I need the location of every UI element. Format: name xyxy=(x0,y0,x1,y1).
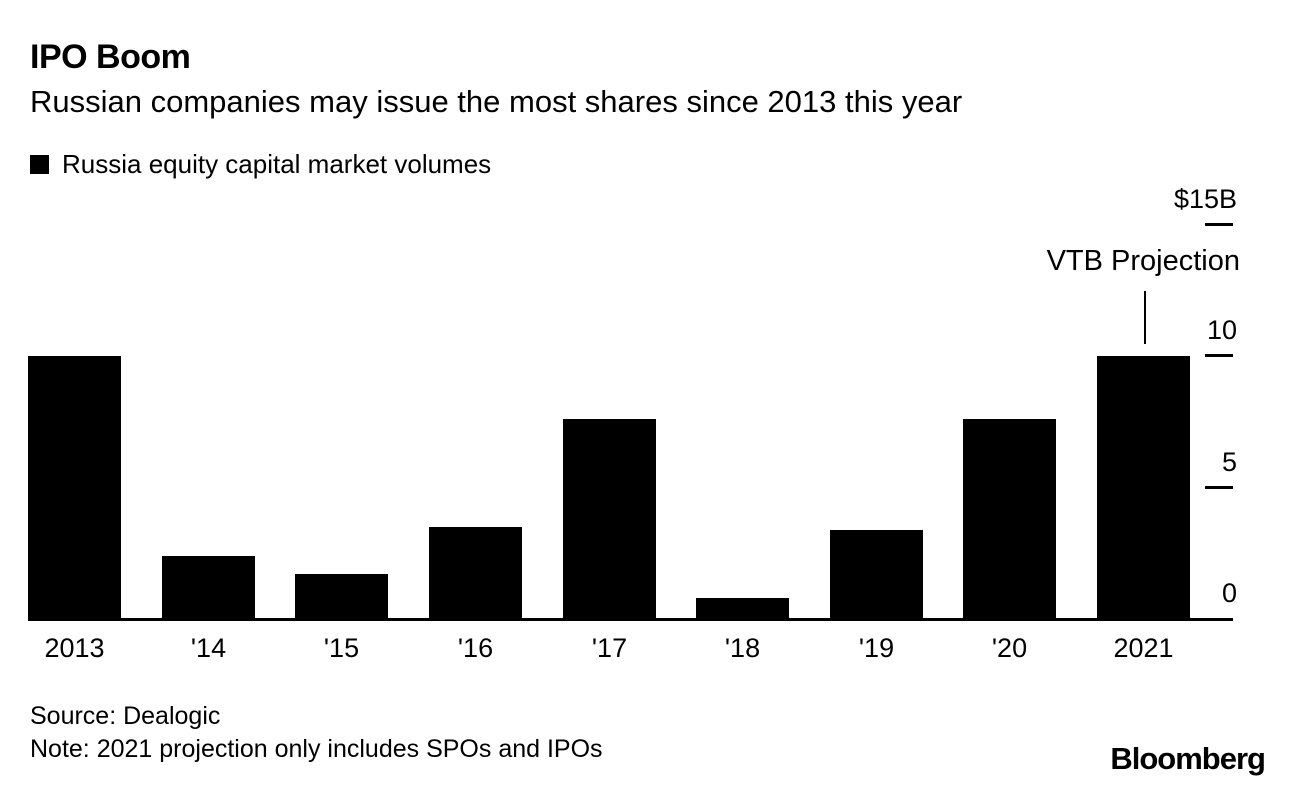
y-axis-label: 10 xyxy=(1206,315,1237,346)
x-axis-label: '14 xyxy=(190,633,227,663)
x-axis-label: '20 xyxy=(991,633,1028,663)
source-text: Source: Dealogic xyxy=(30,702,221,730)
note-text: Note: 2021 projection only includes SPOs… xyxy=(30,735,603,763)
bar-20 xyxy=(963,419,1056,619)
bloomberg-logo: Bloomberg xyxy=(1110,741,1266,776)
x-axis-label: '19 xyxy=(858,633,895,663)
chart-title: IPO Boom xyxy=(30,38,191,76)
chart-subtitle: Russian companies may issue the most sha… xyxy=(30,84,963,119)
legend: Russia equity capital market volumes xyxy=(30,149,491,180)
bar-2021 xyxy=(1097,356,1190,619)
y-axis-label: 5 xyxy=(1221,446,1237,477)
y-axis-tick xyxy=(1205,223,1233,226)
x-axis-label: 2021 xyxy=(1113,633,1174,663)
bar-19 xyxy=(830,530,923,619)
bar-18 xyxy=(696,598,789,619)
x-axis-label: '16 xyxy=(457,633,494,663)
x-axis-label: '18 xyxy=(724,633,761,663)
y-axis-tick xyxy=(1205,354,1233,358)
y-axis-tick xyxy=(1205,485,1233,489)
bar-16 xyxy=(429,527,522,619)
bar-2013 xyxy=(28,356,121,619)
footer: Source: Dealogic Note: 2021 projection o… xyxy=(30,700,603,766)
y-axis-label: $15B xyxy=(1173,184,1237,214)
bar-17 xyxy=(563,419,656,619)
x-axis-label: '17 xyxy=(591,633,628,663)
annotation-label: VTB Projection xyxy=(1046,245,1240,277)
bar-14 xyxy=(162,556,255,619)
y-axis-label: 0 xyxy=(1221,578,1237,608)
legend-swatch-icon xyxy=(30,155,49,174)
x-axis-label: '15 xyxy=(323,633,360,663)
bar-15 xyxy=(295,574,388,619)
x-axis-label: 2013 xyxy=(44,633,105,663)
legend-label: Russia equity capital market volumes xyxy=(62,149,492,179)
annotation-pointer-line xyxy=(1144,291,1146,344)
x-axis-line xyxy=(28,618,1233,621)
